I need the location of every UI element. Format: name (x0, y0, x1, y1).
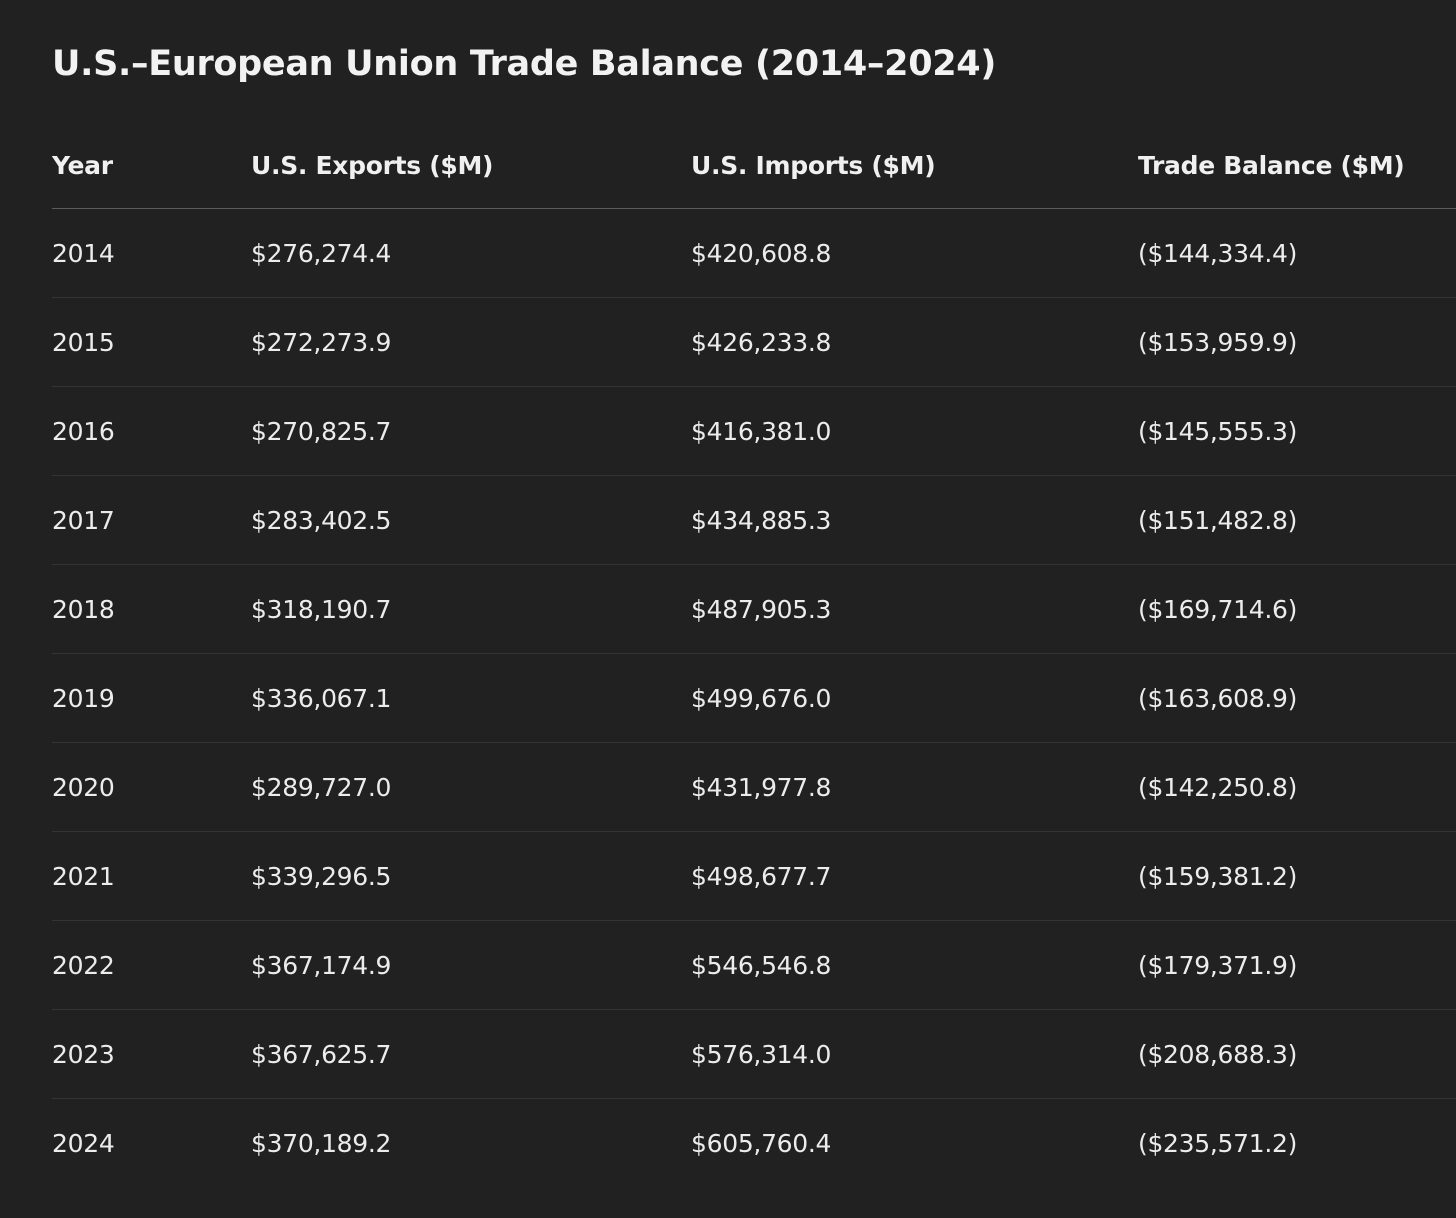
trade-balance-cell: ($163,608.9) (1138, 653, 1456, 743)
trade-balance-cell: ($153,959.9) (1138, 297, 1456, 387)
trade-balance-cell: ($142,250.8) (1138, 742, 1456, 832)
trade-balance-table: Year U.S. Exports ($M) U.S. Imports ($M)… (52, 122, 1456, 1187)
imports-cell: $420,608.8 (691, 208, 1138, 298)
column-header-exports: U.S. Exports ($M) (251, 122, 691, 209)
table-row: 2015 $272,273.9 $426,233.8 ($153,959.9) (52, 297, 1456, 387)
exports-cell: $336,067.1 (251, 653, 691, 743)
trade-balance-cell: ($169,714.6) (1138, 564, 1456, 654)
exports-cell: $367,174.9 (251, 920, 691, 1010)
exports-cell: $276,274.4 (251, 208, 691, 298)
imports-cell: $416,381.0 (691, 386, 1138, 476)
column-header-imports: U.S. Imports ($M) (691, 122, 1138, 209)
exports-cell: $339,296.5 (251, 831, 691, 921)
table-header: Year U.S. Exports ($M) U.S. Imports ($M)… (52, 122, 1456, 209)
trade-balance-cell: ($145,555.3) (1138, 386, 1456, 476)
year-cell: 2019 (52, 653, 251, 743)
table-row: 2024 $370,189.2 $605,760.4 ($235,571.2) (52, 1099, 1456, 1188)
year-cell: 2023 (52, 1009, 251, 1099)
column-header-year: Year (52, 122, 251, 209)
exports-cell: $370,189.2 (251, 1128, 392, 1158)
year-cell: 2016 (52, 386, 251, 476)
year-cell: 2014 (52, 208, 251, 298)
exports-cell: $289,727.0 (251, 742, 691, 832)
imports-cell: $576,314.0 (691, 1009, 1138, 1099)
column-header-trade-balance: Trade Balance ($M) (1138, 122, 1456, 209)
table-row: 2018 $318,190.7 $487,905.3 ($169,714.6) (52, 564, 1456, 654)
table-row: 2020 $289,727.0 $431,977.8 ($142,250.8) (52, 742, 1456, 832)
year-cell: 2024 (52, 1128, 115, 1158)
trade-balance-cell: ($144,334.4) (1138, 208, 1456, 298)
trade-balance-cell: ($179,371.9) (1138, 920, 1456, 1010)
table-row: 2016 $270,825.7 $416,381.0 ($145,555.3) (52, 386, 1456, 476)
exports-cell: $270,825.7 (251, 386, 691, 476)
imports-cell: $499,676.0 (691, 653, 1138, 743)
year-cell: 2015 (52, 297, 251, 387)
year-cell: 2020 (52, 742, 251, 832)
table-row: 2014 $276,274.4 $420,608.8 ($144,334.4) (52, 208, 1456, 298)
exports-cell: $367,625.7 (251, 1009, 691, 1099)
year-cell: 2022 (52, 920, 251, 1010)
imports-cell: $498,677.7 (691, 831, 1138, 921)
table-body: 2014 $276,274.4 $420,608.8 ($144,334.4) … (52, 208, 1456, 1188)
year-cell: 2017 (52, 475, 251, 565)
trade-balance-cell: ($235,571.2) (1138, 1128, 1298, 1158)
exports-cell: $318,190.7 (251, 564, 691, 654)
exports-cell: $272,273.9 (251, 297, 691, 387)
imports-cell: $431,977.8 (691, 742, 1138, 832)
table-row: 2021 $339,296.5 $498,677.7 ($159,381.2) (52, 831, 1456, 921)
exports-cell: $283,402.5 (251, 475, 691, 565)
table-row: 2019 $336,067.1 $499,676.0 ($163,608.9) (52, 653, 1456, 743)
year-cell: 2018 (52, 564, 251, 654)
header-row: Year U.S. Exports ($M) U.S. Imports ($M)… (52, 122, 1456, 209)
page-title: U.S.–European Union Trade Balance (2014–… (52, 44, 997, 84)
imports-cell: $426,233.8 (691, 297, 1138, 387)
imports-cell: $605,760.4 (691, 1128, 832, 1158)
year-cell: 2021 (52, 831, 251, 921)
table-row: 2023 $367,625.7 $576,314.0 ($208,688.3) (52, 1009, 1456, 1099)
trade-balance-cell: ($208,688.3) (1138, 1009, 1456, 1099)
table-row: 2017 $283,402.5 $434,885.3 ($151,482.8) (52, 475, 1456, 565)
trade-balance-cell: ($151,482.8) (1138, 475, 1456, 565)
table-row: 2022 $367,174.9 $546,546.8 ($179,371.9) (52, 920, 1456, 1010)
imports-cell: $546,546.8 (691, 920, 1138, 1010)
imports-cell: $487,905.3 (691, 564, 1138, 654)
imports-cell: $434,885.3 (691, 475, 1138, 565)
trade-balance-cell: ($159,381.2) (1138, 831, 1456, 921)
